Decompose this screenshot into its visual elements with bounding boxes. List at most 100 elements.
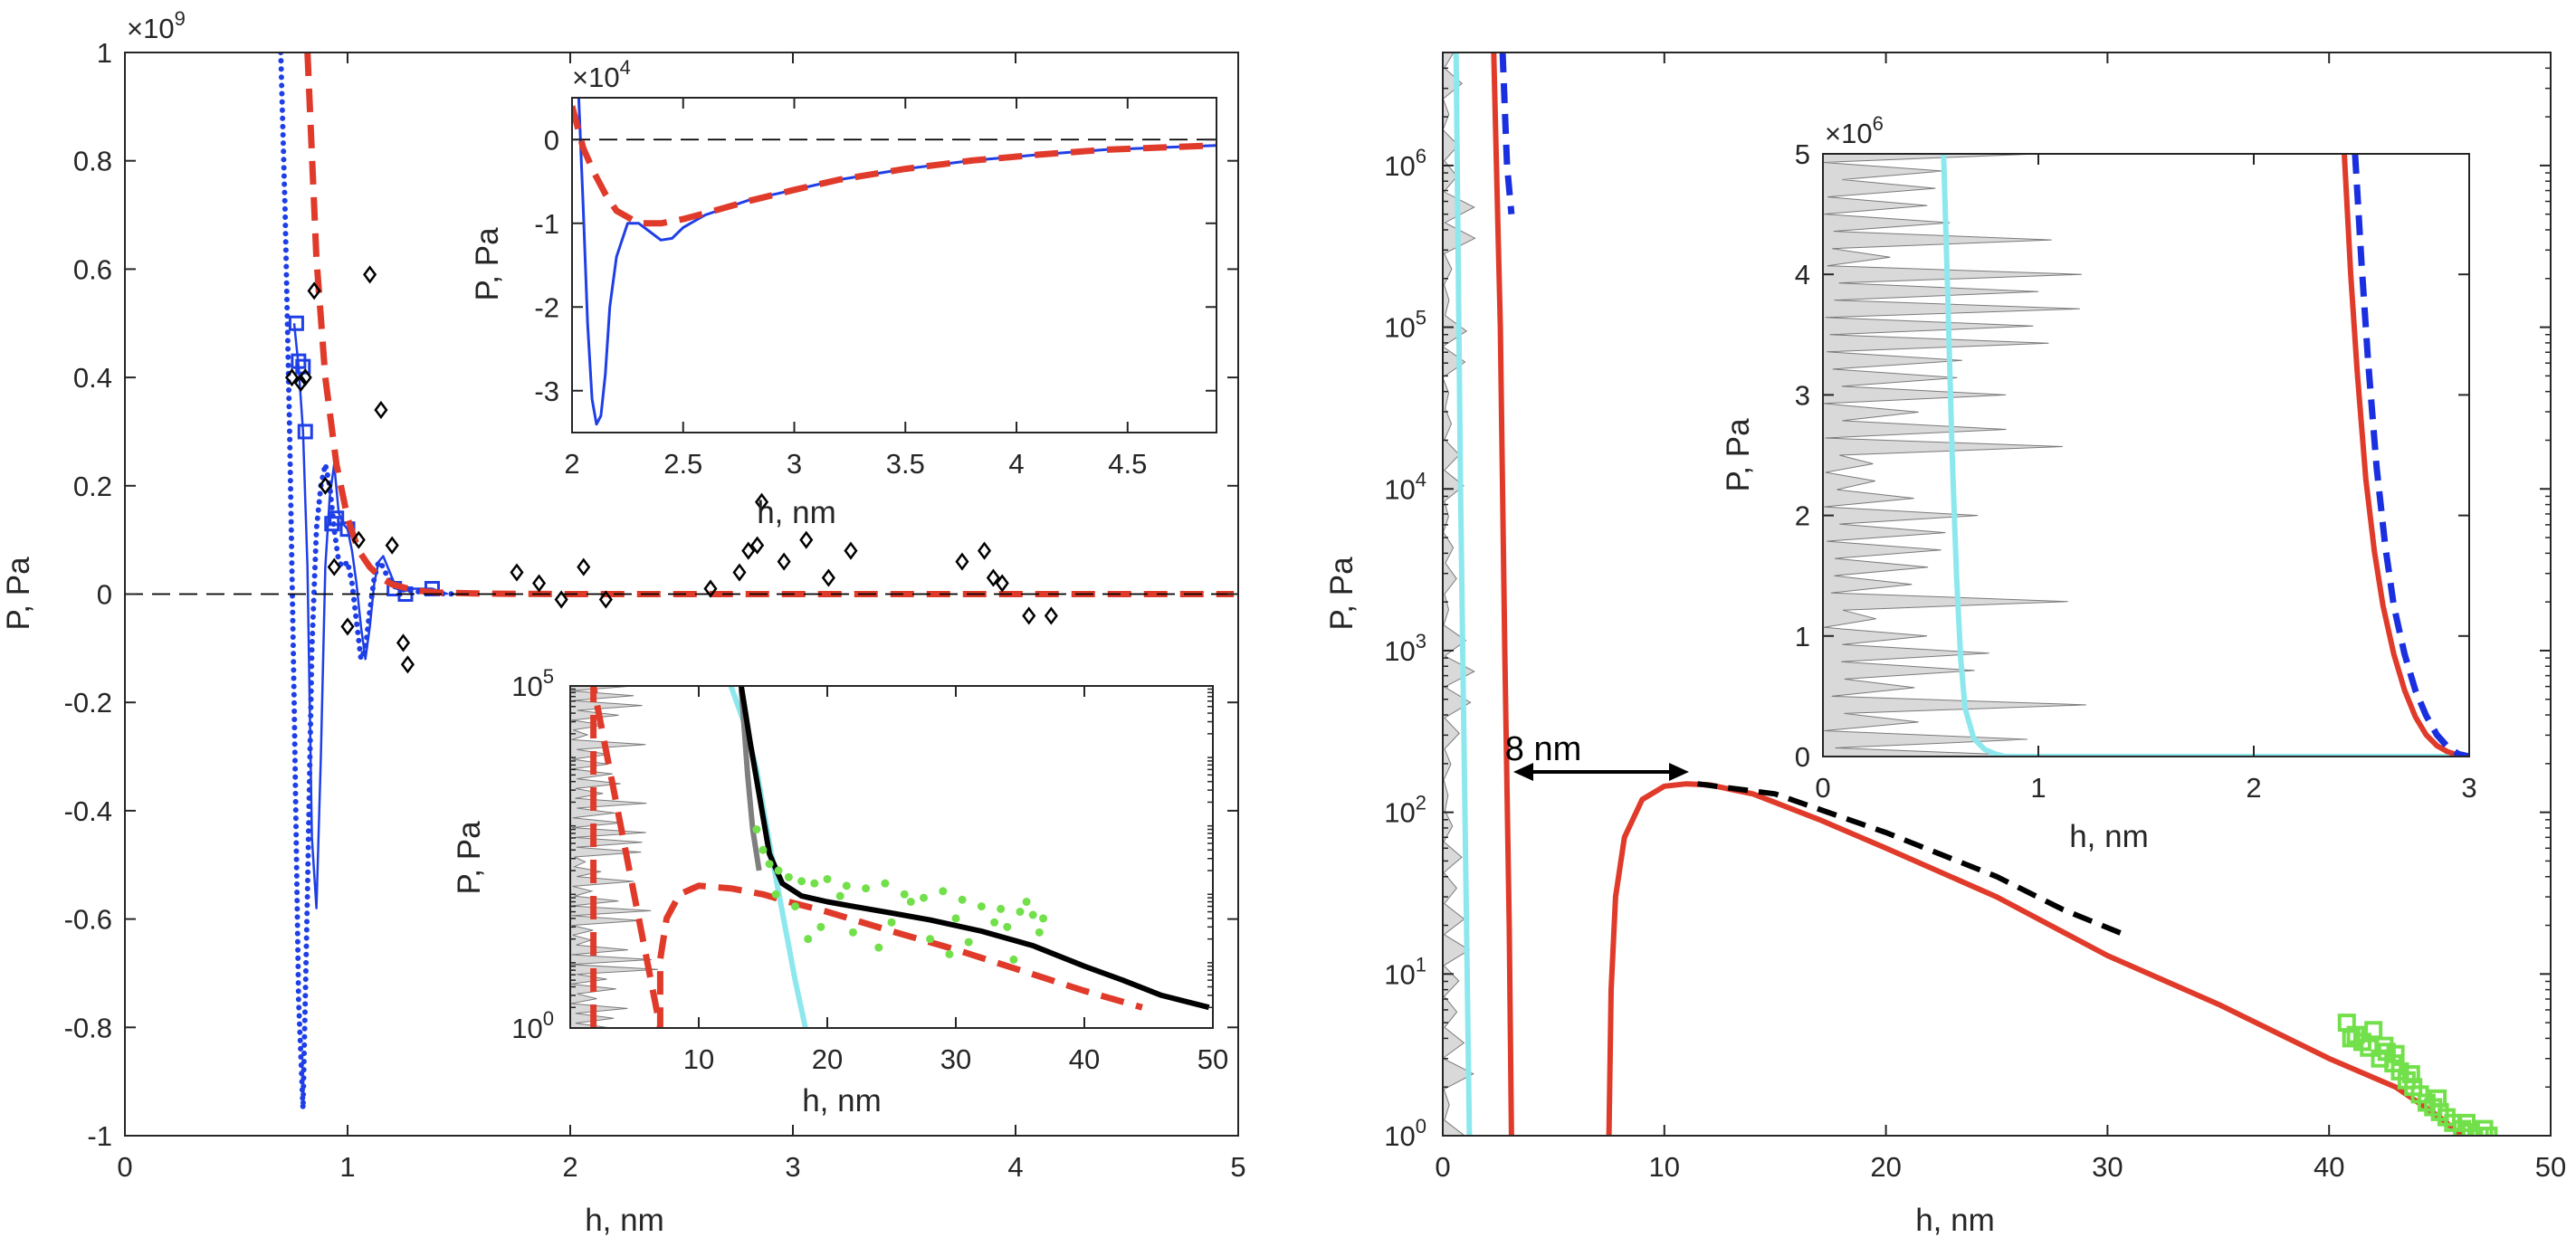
y-tick-label-base: 10 bbox=[1384, 635, 1415, 667]
x-tick-label: 50 bbox=[2535, 1151, 2566, 1183]
series-right-inset-2 bbox=[2342, 154, 2469, 757]
data-point-green bbox=[1009, 955, 1018, 964]
series-right-inset-1 bbox=[1941, 154, 2469, 757]
y-multiplier: ×106 bbox=[1825, 112, 1884, 149]
series-right-main-2-line bbox=[1491, 52, 1514, 1136]
axes-left-main: 0 1 2 3 4 5 -1 -0.8 -0.6 -0.4 -0.2 0 0.2 0.4 0.6 0.8 1 h,… bbox=[1, 7, 1246, 1238]
series-left-main-3 bbox=[284, 265, 1058, 674]
x-axis-label: h, nm bbox=[2069, 819, 2149, 854]
x-tick-label: 5 bbox=[1230, 1151, 1245, 1183]
x-tick-label: 20 bbox=[812, 1043, 843, 1075]
x-axis-label: h, nm bbox=[1915, 1203, 1995, 1238]
y-tick-label: 2 bbox=[1795, 500, 1810, 532]
x-tick-label: 30 bbox=[940, 1043, 971, 1075]
series-right-main-4 bbox=[1499, 52, 1515, 215]
y-axis-label: P, Pa bbox=[1721, 418, 1756, 492]
y-tick-label: -0.2 bbox=[64, 687, 112, 719]
series-right-main-5 bbox=[1697, 781, 2132, 939]
data-point-green bbox=[887, 918, 896, 927]
y-tick-label: 0 bbox=[544, 124, 559, 156]
y-tick-label-exp: 0 bbox=[1416, 1115, 1426, 1138]
data-point-diamond bbox=[977, 541, 992, 560]
series-left-inset-top-1-line bbox=[572, 105, 1216, 227]
y-tick-label: 102 bbox=[1384, 792, 1426, 829]
x-tick-label: 20 bbox=[1870, 1151, 1901, 1183]
data-point-green bbox=[1028, 910, 1037, 919]
data-point-square bbox=[2364, 1021, 2383, 1040]
data-point-diamond bbox=[307, 281, 321, 300]
data-point-diamond bbox=[284, 368, 300, 387]
x-tick-label: 3 bbox=[787, 448, 802, 480]
y-tick-label: -0.8 bbox=[64, 1012, 112, 1043]
y-tick-label-base: 10 bbox=[511, 671, 542, 702]
series-right-main-1 bbox=[1453, 52, 1473, 1136]
y-tick-label: -1 bbox=[534, 208, 559, 240]
series-right-main-6 bbox=[2337, 1014, 2498, 1136]
x-axis-label: h, nm bbox=[757, 495, 836, 530]
y-multiplier-base: ×10 bbox=[1825, 118, 1873, 149]
data-point-diamond bbox=[385, 536, 399, 555]
data-point-diamond bbox=[577, 557, 591, 576]
y-tick-label-exp: 6 bbox=[1416, 145, 1426, 167]
series-right-inset-3-line bbox=[2352, 154, 2469, 757]
x-tick-label: 2.5 bbox=[663, 448, 702, 480]
data-point-square bbox=[288, 315, 304, 331]
data-point-green bbox=[945, 949, 954, 958]
y-tick-label: 3 bbox=[1795, 379, 1810, 411]
y-tick-label: 1 bbox=[97, 37, 112, 69]
series-right-main-3-line bbox=[1606, 781, 2465, 1136]
y-tick-label: 4 bbox=[1795, 259, 1810, 290]
series-left-inset-top-1 bbox=[572, 105, 1216, 227]
data-point-green bbox=[1016, 908, 1025, 917]
x-tick-label: 40 bbox=[1069, 1043, 1100, 1075]
series-right-inset-3 bbox=[2352, 154, 2469, 757]
data-point-green bbox=[900, 890, 909, 899]
series-left-main-2-line bbox=[304, 52, 1235, 597]
data-point-diamond bbox=[821, 568, 835, 587]
data-point-green bbox=[771, 890, 780, 899]
y-tick-label: -2 bbox=[534, 291, 559, 323]
y-tick-label: 106 bbox=[1384, 145, 1426, 182]
axes-right-inset: 0 1 2 3 0 1 2 3 4 5 h, nm P, Pa ×106 bbox=[1721, 112, 2477, 854]
data-point-green bbox=[951, 914, 960, 923]
data-point-green bbox=[784, 872, 793, 881]
y-tick-label: -3 bbox=[534, 376, 559, 407]
data-point-green bbox=[810, 879, 819, 888]
series-right-main-0-area bbox=[1443, 52, 1476, 1136]
y-axis-label: P, Pa bbox=[1324, 557, 1360, 631]
x-tick-label: 2 bbox=[564, 448, 579, 480]
series-right-main-1-line bbox=[1453, 52, 1473, 1136]
data-point-diamond bbox=[510, 563, 524, 582]
y-tick-label: 0 bbox=[97, 579, 112, 611]
x-tick-label: 3 bbox=[785, 1151, 800, 1183]
x-tick-label: 2 bbox=[2246, 772, 2261, 804]
y-tick-label-exp: 5 bbox=[1416, 307, 1426, 329]
y-tick-label-exp: 0 bbox=[543, 1007, 554, 1030]
data-point-green bbox=[848, 928, 857, 937]
y-multiplier: ×109 bbox=[127, 7, 186, 44]
data-point-diamond bbox=[400, 655, 415, 674]
data-point-diamond bbox=[777, 552, 791, 571]
y-tick-label-base: 10 bbox=[1384, 1120, 1415, 1152]
data-point-green bbox=[842, 881, 851, 890]
data-point-green bbox=[874, 943, 883, 952]
data-point-green bbox=[816, 922, 825, 931]
series-left-inset-bottom-4-line bbox=[590, 686, 1143, 1028]
data-point-diamond bbox=[1044, 606, 1058, 625]
series-left-main-2 bbox=[304, 52, 1235, 597]
data-point-square bbox=[2457, 1113, 2476, 1132]
series-right-main-0 bbox=[1443, 52, 1476, 1136]
frame bbox=[1442, 52, 2552, 1137]
y-tick-label: 100 bbox=[1384, 1115, 1426, 1152]
data-point-diamond bbox=[340, 617, 355, 636]
y-tick-label-base: 10 bbox=[1384, 150, 1415, 182]
y-tick-label: 103 bbox=[1384, 630, 1426, 667]
y-tick-label: 105 bbox=[511, 665, 554, 702]
data-point-diamond bbox=[293, 374, 308, 393]
x-tick-label: 3.5 bbox=[886, 448, 925, 480]
data-point-diamond bbox=[741, 541, 756, 560]
y-tick-label-exp: 2 bbox=[1416, 792, 1426, 814]
axes-left-inset-top: 2 2.5 3 3.5 4 4.5-3-2-10h, nmP, Pa×104 bbox=[470, 56, 1217, 530]
data-point-diamond bbox=[995, 574, 1009, 593]
